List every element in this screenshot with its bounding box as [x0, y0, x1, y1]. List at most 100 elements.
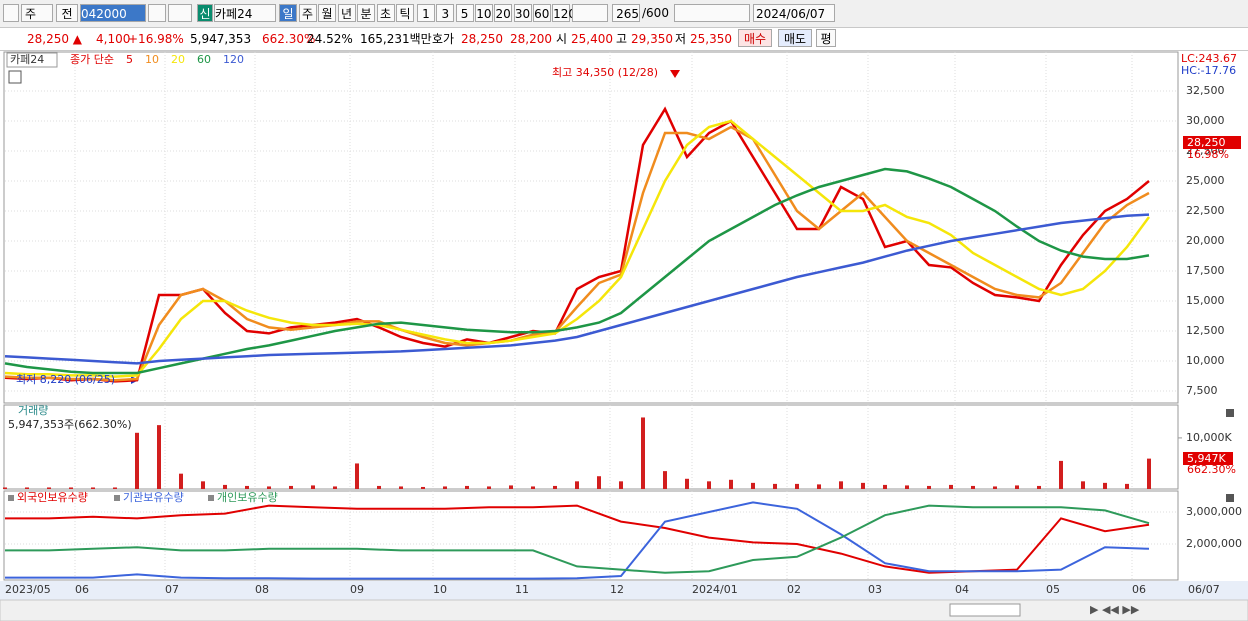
board-select[interactable]: 전: [56, 4, 78, 22]
minute-button[interactable]: 10: [474, 4, 493, 22]
sound-button[interactable]: [168, 4, 192, 22]
minute-button[interactable]: 60: [532, 4, 551, 22]
close-icon[interactable]: [1226, 494, 1234, 502]
code-input[interactable]: 042000: [80, 4, 146, 22]
scroll-thumb[interactable]: [949, 603, 1021, 617]
volume-bar: [465, 485, 469, 489]
period-button[interactable]: 초: [376, 4, 395, 22]
price: 28,250 ▲: [27, 32, 83, 46]
volume-bar: [1125, 483, 1129, 489]
volume-bar: [949, 484, 953, 489]
sell-button[interactable]: 매도: [778, 29, 812, 47]
high-note: 최고 34,350 (12/28): [552, 66, 658, 79]
x-tick-label: 04: [955, 583, 969, 596]
volume-bar: [597, 476, 601, 489]
period-button[interactable]: 주: [298, 4, 317, 22]
volume-bar: [333, 486, 337, 489]
last-rate: 16.98%: [1187, 148, 1229, 161]
high: 29,350: [631, 32, 673, 46]
panel-title: 거래량: [18, 404, 48, 417]
count-input[interactable]: 265: [612, 4, 640, 22]
volume-bar: [641, 417, 645, 489]
blank-select[interactable]: [572, 4, 608, 22]
volume-bar: [311, 485, 315, 489]
volume-bar: [3, 487, 7, 489]
rate: +16.98%: [128, 32, 184, 46]
x-tick-label: 12: [610, 583, 624, 596]
period-button[interactable]: 년: [337, 4, 356, 22]
y-tick-label: 10,000: [1186, 354, 1225, 367]
scrollbar[interactable]: [0, 599, 1248, 621]
market-select[interactable]: 주: [21, 4, 53, 22]
background: [0, 51, 1248, 621]
y-tick-label: 10,000K: [1186, 431, 1232, 444]
x-tick-label: 11: [515, 583, 529, 596]
period-button[interactable]: 분: [357, 4, 375, 22]
table-icon[interactable]: [8, 70, 22, 84]
x-tick-label: 03: [868, 583, 882, 596]
minute-button[interactable]: 120: [552, 4, 576, 22]
date-input[interactable]: 2024/06/07: [753, 4, 835, 22]
amount: 165,231백만: [360, 32, 432, 46]
period-button[interactable]: 월: [318, 4, 336, 22]
volume-bar: [157, 425, 161, 489]
menu-icon[interactable]: [3, 4, 19, 22]
low: 25,350: [690, 32, 732, 46]
price-panel: [3, 51, 1179, 404]
y-tick-label: 30,000: [1186, 114, 1225, 127]
volume-bar: [575, 481, 579, 489]
ask: 28,250: [461, 32, 503, 46]
volume-bar: [1081, 481, 1085, 489]
volume-bar: [69, 487, 73, 489]
volume-bar: [25, 487, 29, 489]
turnover: 24.52%: [307, 32, 353, 46]
volume-bar: [971, 485, 975, 489]
period-button[interactable]: 틱: [396, 4, 414, 22]
volume-bar: [685, 478, 689, 489]
volume-bar: [773, 483, 777, 489]
volume: 5,947,353: [190, 32, 252, 46]
minute-button[interactable]: 5: [455, 4, 474, 22]
volume-bar: [267, 486, 271, 489]
low-note: 최저 8,220 (06/25): [16, 373, 115, 386]
last-volume: 5,947K: [1187, 452, 1226, 465]
volume-bar: [223, 484, 227, 489]
series-line: [4, 125, 1150, 382]
legend-title: 종가 단순: [70, 53, 114, 66]
minute-button[interactable]: 30: [513, 4, 532, 22]
volume-bar: [751, 482, 755, 489]
volume-bar: [47, 487, 51, 489]
price-badge: [1183, 136, 1241, 149]
legend-entry: 개인보유수량: [217, 491, 278, 504]
volume-bar: [927, 485, 931, 489]
volume-bar: [1103, 482, 1107, 489]
legend-entry: 120: [223, 53, 244, 66]
volume-bar: [883, 484, 887, 489]
volume-rate: 662.30%: [262, 32, 316, 46]
y-tick-label: 22,500: [1186, 204, 1225, 217]
search-button[interactable]: [148, 4, 166, 22]
series-line: [5, 501, 1150, 580]
minute-button[interactable]: 20: [494, 4, 513, 22]
period-button[interactable]: 일: [279, 4, 297, 22]
panel-title: 카페24: [10, 53, 44, 66]
open: 25,400: [571, 32, 613, 46]
legend-swatch: [8, 495, 14, 501]
volume-bar: [399, 486, 403, 489]
volume-bar: [531, 486, 535, 489]
avg-button[interactable]: 평: [816, 29, 836, 47]
count-max: /600: [642, 6, 669, 20]
buy-button[interactable]: 매수: [738, 29, 772, 47]
volume-bar: [839, 481, 843, 489]
x-tick-label: 06: [1132, 583, 1146, 596]
close-icon[interactable]: [1226, 409, 1234, 417]
tool-icons[interactable]: [674, 4, 750, 22]
volume-bar: [1037, 485, 1041, 489]
volume-bar: [1015, 485, 1019, 489]
y-tick-label: 20,000: [1186, 234, 1225, 247]
minute-button[interactable]: 1: [417, 4, 435, 22]
x-tick-label: 10: [433, 583, 447, 596]
volume-bar: [487, 486, 491, 489]
bid: 28,200: [510, 32, 552, 46]
minute-button[interactable]: 3: [436, 4, 455, 22]
